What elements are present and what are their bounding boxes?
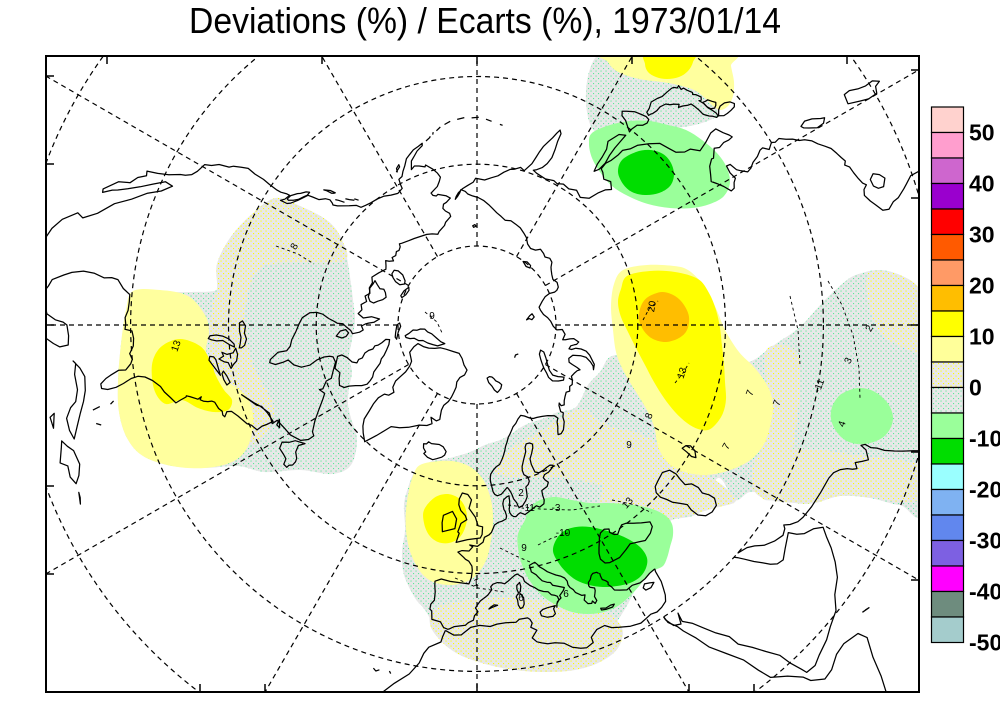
- svg-text:6: 6: [518, 593, 524, 604]
- svg-text:0: 0: [969, 375, 982, 401]
- svg-text:4: 4: [837, 419, 849, 428]
- svg-text:50: 50: [969, 120, 995, 146]
- svg-text:7: 7: [721, 441, 734, 452]
- svg-text:13: 13: [676, 366, 690, 380]
- svg-text:10: 10: [969, 324, 995, 350]
- svg-text:Deviations (%) / Ecarts (%), 1: Deviations (%) / Ecarts (%), 1973/01/14: [189, 0, 781, 41]
- svg-text:8: 8: [644, 411, 656, 420]
- svg-text:9: 9: [429, 311, 435, 322]
- svg-text:-10: -10: [969, 426, 1000, 452]
- svg-text:9: 9: [521, 543, 527, 554]
- svg-text:7: 7: [772, 398, 784, 407]
- svg-text:1: 1: [473, 578, 479, 589]
- svg-text:7: 7: [745, 388, 757, 397]
- svg-text:-20: -20: [969, 477, 1000, 503]
- svg-text:-11: -11: [521, 503, 535, 514]
- svg-text:-30: -30: [969, 528, 1000, 554]
- svg-text:2: 2: [864, 323, 877, 334]
- svg-text:9: 9: [626, 440, 632, 451]
- svg-text:8: 8: [289, 241, 302, 252]
- svg-text:-50: -50: [969, 630, 1000, 656]
- svg-text:-3: -3: [552, 503, 561, 514]
- svg-text:6: 6: [563, 589, 569, 600]
- svg-text:20: 20: [969, 273, 995, 299]
- svg-text:-10: -10: [556, 528, 571, 539]
- svg-text:30: 30: [969, 222, 995, 248]
- svg-text:-40: -40: [969, 579, 1000, 605]
- svg-text:20: 20: [646, 300, 659, 313]
- svg-text:2: 2: [518, 488, 524, 499]
- svg-text:3: 3: [843, 356, 856, 366]
- svg-text:-11: -11: [812, 377, 827, 394]
- svg-text:13: 13: [170, 339, 184, 354]
- svg-text:40: 40: [969, 171, 995, 197]
